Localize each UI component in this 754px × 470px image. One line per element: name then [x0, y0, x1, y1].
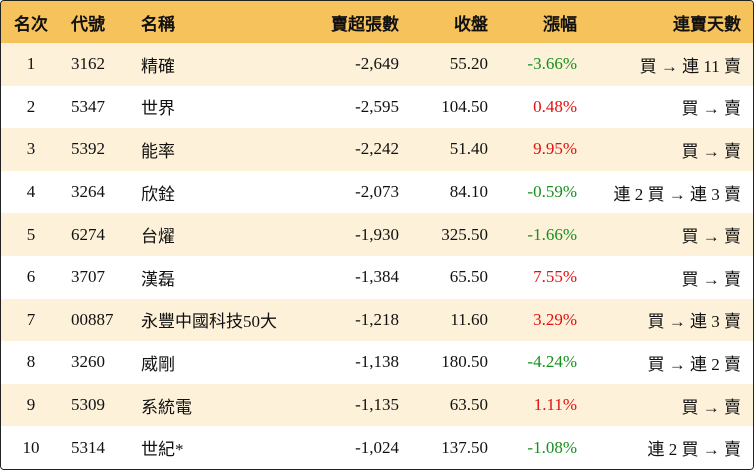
change: 0.48%	[533, 96, 577, 116]
change: -1.08%	[527, 437, 577, 457]
table-row: 7 00887 永豐中國科技50大 -1,218 11.60 3.29% 買 → 連 3 賣	[1, 298, 753, 342]
sell-streak: 買 → 賣	[681, 99, 742, 119]
code: 00887	[71, 309, 114, 329]
header-code: 代號	[71, 14, 105, 34]
sell-streak: 買 → 賣	[681, 141, 742, 161]
code: 3162	[71, 54, 105, 74]
net-sell: -1,384	[355, 267, 399, 287]
name: 台燿	[141, 227, 175, 247]
sell-streak: 買 → 連 3 賣	[647, 312, 742, 332]
close: 55.20	[449, 54, 488, 74]
rank: 4	[26, 182, 36, 202]
rank: 8	[26, 352, 36, 372]
name: 漢磊	[141, 269, 175, 289]
net-sell: -1,930	[355, 224, 399, 244]
sell-streak: 買 → 賣	[681, 397, 742, 417]
table-row: 5 6274 台燿 -1,930 325.50 -1.66% 買 → 賣	[1, 213, 753, 256]
name: 永豐中國科技50大	[141, 312, 277, 332]
change: 9.95%	[533, 139, 577, 159]
close: 65.50	[449, 267, 488, 287]
header-row: 名次 代號 名稱 賣超張數 收盤 漲幅 連賣天數	[1, 1, 753, 43]
close: 180.50	[441, 352, 488, 372]
change: -3.66%	[527, 54, 577, 74]
header-close: 收盤	[454, 14, 488, 34]
code: 5309	[71, 395, 105, 415]
net-sell: -1,135	[355, 395, 399, 415]
sell-streak: 連 2 買 → 賣	[647, 440, 742, 460]
change: -0.59%	[527, 182, 577, 202]
rank: 9	[26, 395, 36, 415]
change: 1.11%	[533, 395, 577, 415]
sell-streak: 買 → 連 11 賣	[639, 56, 741, 76]
table-row: 6 3707 漢磊 -1,384 65.50 7.55% 買 → 賣	[1, 256, 753, 299]
sell-streak: 連 2 買 → 連 3 賣	[613, 184, 742, 204]
close: 11.60	[450, 309, 488, 329]
table-row: 4 3264 欣銓 -2,073 84.10 -0.59% 連 2 買 → 連 3 賣	[1, 170, 753, 214]
close: 325.50	[441, 224, 488, 244]
close: 104.50	[441, 96, 488, 116]
net-sell: -1,024	[355, 437, 399, 457]
net-sell: -2,595	[355, 96, 399, 116]
change: -4.24%	[527, 352, 577, 372]
change: 3.29%	[533, 309, 577, 329]
header-rank: 名次	[14, 14, 48, 34]
close: 63.50	[449, 395, 488, 415]
rank: 7	[26, 309, 36, 329]
code: 3260	[71, 352, 105, 372]
header-change: 漲幅	[543, 14, 577, 34]
rank: 5	[26, 224, 36, 244]
close: 137.50	[441, 437, 488, 457]
name: 世紀*	[141, 440, 184, 460]
rank: 6	[26, 267, 36, 287]
net-sell: -2,649	[355, 54, 399, 74]
table-row: 9 5309 系統電 -1,135 63.50 1.11% 買 → 賣	[1, 383, 753, 427]
change: -1.66%	[527, 224, 577, 244]
net-sell: -2,073	[355, 182, 399, 202]
table-row: 2 5347 世界 -2,595 104.50 0.48% 買 → 賣	[1, 85, 753, 129]
header-sell-streak: 連賣天數	[673, 14, 741, 34]
table-row: 8 3260 威剛 -1,138 180.50 -4.24% 買 → 連 2 賣	[1, 341, 753, 384]
code: 5314	[71, 437, 105, 457]
net-sell: -2,242	[355, 139, 399, 159]
code: 5347	[71, 96, 105, 116]
table-row: 3 5392 能率 -2,242 51.40 9.95% 買 → 賣	[1, 128, 753, 171]
close: 84.10	[449, 182, 488, 202]
code: 3264	[71, 182, 105, 202]
name: 精確	[141, 56, 175, 76]
name: 欣銓	[141, 184, 175, 204]
header-net-sell: 賣超張數	[331, 14, 399, 34]
name: 能率	[141, 141, 175, 161]
change: 7.55%	[533, 267, 577, 287]
close: 51.40	[449, 139, 488, 159]
name: 世界	[141, 99, 175, 119]
rank: 2	[26, 96, 36, 116]
sell-streak: 買 → 連 2 賣	[647, 354, 742, 374]
rank: 3	[26, 139, 36, 159]
rank: 10	[22, 437, 40, 457]
sell-streak: 買 → 賣	[681, 227, 742, 247]
code: 3707	[71, 267, 105, 287]
net-sell: -1,218	[355, 309, 399, 329]
sell-streak: 買 → 賣	[681, 269, 742, 289]
code: 5392	[71, 139, 105, 159]
code: 6274	[71, 224, 105, 244]
table-row: 10 5314 世紀* -1,024 137.50 -1.08% 連 2 買 → 賣	[1, 426, 753, 469]
table-row: 1 3162 精確 -2,649 55.20 -3.66% 買 → 連 11 賣	[1, 43, 753, 86]
rank: 1	[26, 54, 36, 74]
net-sell: -1,138	[355, 352, 399, 372]
name: 威剛	[141, 354, 175, 374]
name: 系統電	[141, 397, 192, 417]
header-name: 名稱	[141, 14, 175, 34]
